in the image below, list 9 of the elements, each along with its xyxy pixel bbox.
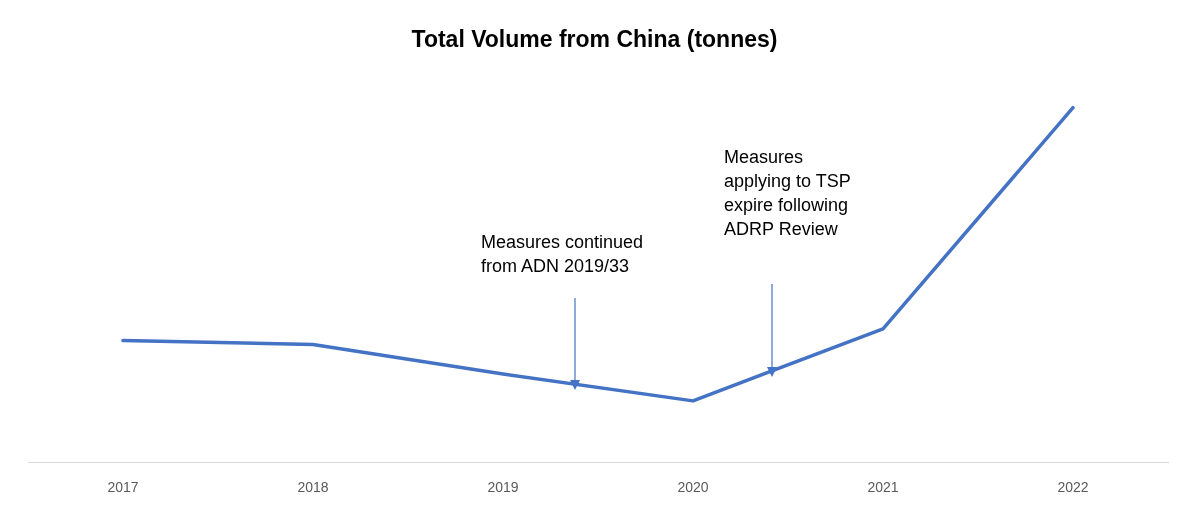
x-tick-label: 2022 xyxy=(1057,479,1089,496)
x-tick-label: 2021 xyxy=(867,479,899,496)
annotation: Measures continued from ADN 2019/33 xyxy=(481,231,644,278)
x-tick-label: 2017 xyxy=(107,479,139,496)
annotation: Measures applying to TSP expire following ADRP Review xyxy=(724,146,851,241)
x-tick-label: 2020 xyxy=(677,479,709,496)
chart-title: Total Volume from China (tonnes) xyxy=(410,26,779,53)
x-tick-label: 2019 xyxy=(487,479,519,496)
x-tick-label: 2018 xyxy=(297,479,329,496)
